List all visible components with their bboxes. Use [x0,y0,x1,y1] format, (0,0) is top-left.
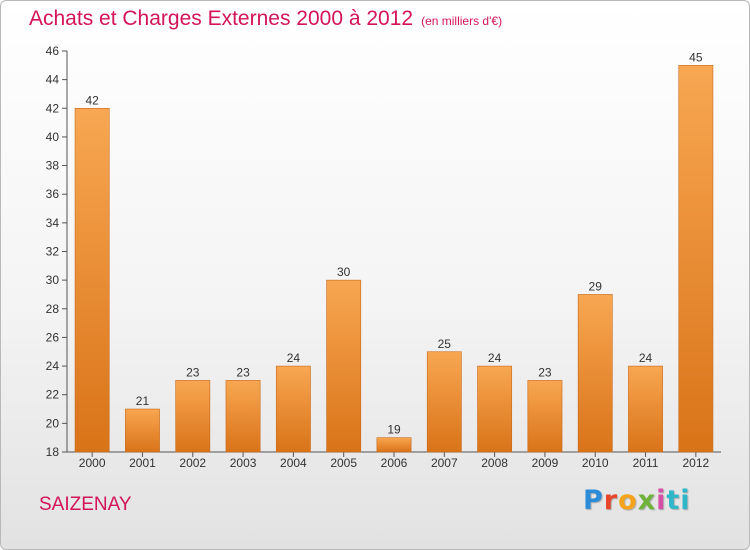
chart-title: Achats et Charges Externes 2000 à 2012 [29,7,414,30]
bar-value-label: 24 [287,351,301,365]
y-tick-label: 46 [46,44,60,58]
logo-letter: P [583,485,604,516]
bar-value-label: 24 [639,351,653,365]
x-tick-label: 2002 [179,456,206,470]
proxiti-logo: Proxiti [583,485,691,516]
bar-value-label: 30 [337,265,351,279]
bar [426,351,462,453]
bar [175,380,211,453]
x-tick-label: 2007 [431,456,458,470]
bar-value-label: 23 [236,365,250,379]
x-tick-label: 2010 [582,456,609,470]
y-tick-label: 38 [46,159,60,173]
y-tick-label: 28 [46,302,60,316]
bar [275,365,311,453]
town-name: SAIZENAY [39,494,132,515]
bar [376,437,412,453]
bar [577,294,613,453]
logo-letter: i [656,485,667,516]
y-tick-label: 34 [46,216,60,230]
bar [678,65,714,453]
bar [527,380,563,453]
y-tick-label: 24 [46,359,60,373]
bar [125,408,160,453]
y-tick-label: 20 [46,416,60,430]
bar-value-label: 45 [689,50,703,64]
bar [225,380,261,453]
logo-letter: r [603,485,619,516]
bar-value-label: 25 [438,337,452,351]
chart-bars: 42 21 23 23 24 30 19 25 24 23 29 24 45 [74,50,714,453]
x-tick-label: 2004 [280,456,307,470]
bar-value-label: 29 [589,279,603,293]
logo-letter: o [618,485,638,516]
x-tick-label: 2005 [330,456,357,470]
y-tick-label: 18 [46,445,60,459]
bar-value-label: 23 [538,365,552,379]
logo-letter: x [637,485,657,516]
y-tick-label: 40 [46,130,60,144]
x-tick-label: 2001 [129,456,156,470]
y-tick-label: 36 [46,187,60,201]
x-tick-label: 2009 [532,456,559,470]
y-tick-label: 32 [46,245,60,259]
chart-title-line: Achats et Charges Externes 2000 à 2012 (e… [29,7,502,31]
logo-letter: ti [666,485,691,516]
bar-value-label: 21 [136,394,150,408]
x-tick-label: 2000 [79,456,106,470]
bar [477,365,513,453]
bar-value-label: 42 [85,93,99,107]
y-tick-label: 22 [46,388,60,402]
bar-value-label: 24 [488,351,502,365]
x-tick-label: 2011 [633,456,659,470]
bar [628,365,663,453]
y-tick-label: 42 [46,101,60,115]
y-tick-label: 26 [46,330,60,344]
y-tick-label: 30 [46,273,60,287]
bar-value-label: 23 [186,365,200,379]
y-tick-label: 44 [46,73,60,87]
bar [326,279,362,453]
bar-value-label: 19 [387,423,401,437]
chart-subtitle: (en milliers d'€) [421,14,503,28]
x-tick-label: 2006 [381,456,408,470]
x-tick-label: 2008 [481,456,508,470]
x-tick-label: 2012 [682,456,709,470]
bar [74,107,110,453]
x-tick-label: 2003 [230,456,257,470]
